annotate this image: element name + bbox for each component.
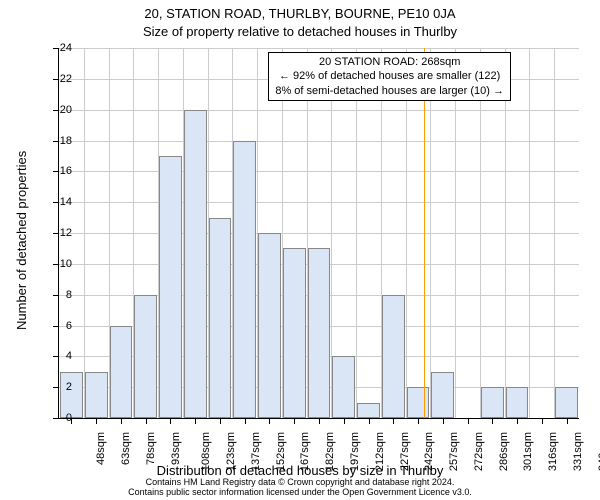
y-tick-label: 4 — [48, 350, 72, 362]
x-tick-label: 227sqm — [399, 432, 411, 471]
grid-line-v — [480, 48, 481, 418]
x-tick — [393, 418, 394, 424]
x-tick-label: 137sqm — [250, 432, 262, 471]
x-tick — [269, 418, 270, 424]
x-tick-label: 286sqm — [498, 432, 510, 471]
attribution: Contains HM Land Registry data © Crown c… — [0, 478, 600, 498]
y-tick-label: 12 — [48, 227, 72, 239]
x-tick — [294, 418, 295, 424]
histogram-bar — [506, 387, 529, 418]
x-tick-label: 331sqm — [572, 432, 584, 471]
histogram-bar — [110, 326, 133, 419]
grid-line-h — [59, 110, 579, 111]
x-tick — [220, 418, 221, 424]
y-tick-label: 6 — [48, 320, 72, 332]
y-tick-label: 16 — [48, 165, 72, 177]
x-tick — [542, 418, 543, 424]
histogram-bar — [134, 295, 157, 418]
x-tick-label: 301sqm — [522, 432, 534, 471]
x-tick-label: 152sqm — [275, 432, 287, 471]
info-line1: 20 STATION ROAD: 268sqm — [275, 55, 504, 69]
y-tick-label: 2 — [48, 381, 72, 393]
info-box: 20 STATION ROAD: 268sqm ← 92% of detache… — [268, 52, 511, 101]
histogram-bar — [382, 295, 405, 418]
histogram-bar — [308, 248, 331, 418]
histogram-bar — [357, 403, 380, 418]
x-tick — [517, 418, 518, 424]
x-tick-label: 212sqm — [374, 432, 386, 471]
x-tick — [418, 418, 419, 424]
x-tick — [468, 418, 469, 424]
x-tick — [567, 418, 568, 424]
histogram-bar — [407, 387, 430, 418]
x-tick-label: 316sqm — [547, 432, 559, 471]
y-tick-label: 20 — [48, 104, 72, 116]
x-tick — [195, 418, 196, 424]
histogram-bar — [209, 218, 232, 418]
y-tick-label: 14 — [48, 196, 72, 208]
grid-line-v — [430, 48, 431, 418]
histogram-bar — [332, 356, 355, 418]
x-tick-label: 272sqm — [473, 432, 485, 471]
x-tick — [492, 418, 493, 424]
grid-line-h — [59, 48, 579, 49]
x-tick-label: 167sqm — [300, 432, 312, 471]
grid-line-v — [356, 48, 357, 418]
x-tick — [443, 418, 444, 424]
info-line2: ← 92% of detached houses are smaller (12… — [275, 69, 504, 83]
grid-line-h — [59, 233, 579, 234]
histogram-bar — [431, 372, 454, 418]
grid-line-h — [59, 141, 579, 142]
x-tick — [96, 418, 97, 424]
info-line3: 8% of semi-detached houses are larger (1… — [275, 84, 504, 98]
x-tick-label: 108sqm — [201, 432, 213, 471]
x-tick — [245, 418, 246, 424]
grid-line-h — [59, 171, 579, 172]
histogram-bar — [555, 387, 578, 418]
grid-line-v — [406, 48, 407, 418]
x-tick — [170, 418, 171, 424]
x-tick — [319, 418, 320, 424]
x-tick-label: 93sqm — [170, 432, 182, 465]
x-tick — [121, 418, 122, 424]
y-tick-label: 8 — [48, 289, 72, 301]
x-tick — [369, 418, 370, 424]
x-tick-label: 48sqm — [95, 432, 107, 465]
x-tick — [344, 418, 345, 424]
marker-line — [424, 48, 425, 418]
y-axis-title: Number of detached properties — [14, 151, 29, 330]
x-tick-label: 257sqm — [448, 432, 460, 471]
histogram-bar — [283, 248, 306, 418]
x-tick-label: 63sqm — [120, 432, 132, 465]
histogram-bar — [85, 372, 108, 418]
histogram-bar — [481, 387, 504, 418]
x-tick-label: 242sqm — [423, 432, 435, 471]
histogram-bar — [184, 110, 207, 418]
grid-line-v — [84, 48, 85, 418]
grid-line-v — [529, 48, 530, 418]
y-tick-label: 22 — [48, 73, 72, 85]
plot-area: 20 STATION ROAD: 268sqm ← 92% of detache… — [58, 48, 579, 419]
chart-subtitle: Size of property relative to detached ho… — [0, 24, 600, 39]
y-tick-label: 18 — [48, 135, 72, 147]
chart-title: 20, STATION ROAD, THURLBY, BOURNE, PE10 … — [0, 6, 600, 21]
histogram-bar — [258, 233, 281, 418]
histogram-bar — [233, 141, 256, 419]
x-tick-label: 197sqm — [349, 432, 361, 471]
y-tick-label: 10 — [48, 258, 72, 270]
grid-line-h — [59, 202, 579, 203]
x-tick — [146, 418, 147, 424]
grid-line-v — [554, 48, 555, 418]
x-tick-label: 78sqm — [145, 432, 157, 465]
y-tick-label: 24 — [48, 42, 72, 54]
histogram-bar — [159, 156, 182, 418]
x-tick-label: 123sqm — [225, 432, 237, 471]
y-tick-label: 0 — [48, 412, 72, 424]
grid-line-v — [455, 48, 456, 418]
x-tick-label: 182sqm — [324, 432, 336, 471]
chart-container: 20, STATION ROAD, THURLBY, BOURNE, PE10 … — [0, 0, 600, 500]
grid-line-v — [505, 48, 506, 418]
